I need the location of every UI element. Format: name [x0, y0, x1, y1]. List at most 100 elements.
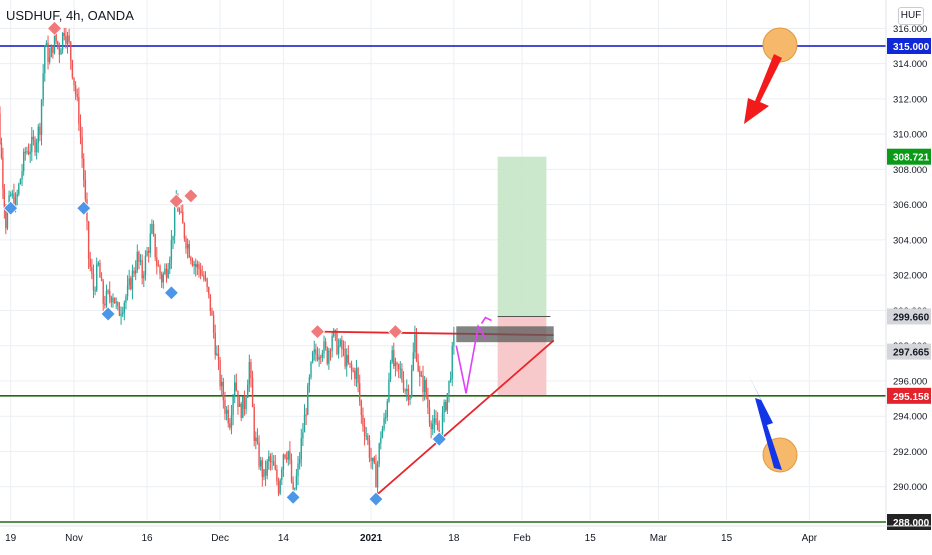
candle-body [367, 435, 369, 441]
candle-body [305, 414, 307, 416]
candle-body [320, 356, 322, 358]
candle-body [352, 370, 354, 372]
candle-body [406, 388, 408, 391]
candle-body [11, 193, 14, 195]
candle-body [276, 469, 278, 482]
candle-body [292, 482, 294, 490]
candle-body [198, 264, 200, 270]
candle-body [216, 353, 218, 356]
swing-low-marker [431, 431, 447, 447]
swing-high-marker [168, 193, 184, 209]
candle-body [188, 243, 190, 258]
candle-body [191, 260, 194, 266]
candle-body [183, 223, 186, 239]
candle-body [268, 456, 270, 462]
candle-body [102, 280, 104, 304]
time-tick-label: 2021 [360, 533, 383, 544]
candle-body [208, 287, 210, 295]
candle-body [0, 142, 3, 158]
bottom-price-tag: 288.000 [893, 518, 930, 529]
candle-body [217, 353, 220, 361]
candle-body [266, 461, 268, 476]
candle-body [180, 211, 182, 213]
candle-body [113, 297, 116, 304]
candle-body [61, 33, 64, 50]
time-tick-label: Nov [65, 533, 83, 544]
candle-body [433, 418, 436, 424]
candle-body [245, 397, 247, 410]
candle-body [68, 35, 70, 42]
candle-body [355, 368, 358, 380]
currency-button[interactable]: HUF [898, 7, 924, 25]
candle-body [248, 362, 251, 385]
price-axis: 316.000 314.000 312.000 310.000 308.000 306.0… [885, 0, 932, 550]
candle-body [443, 401, 445, 413]
candle-body [91, 267, 93, 274]
candle-body [428, 407, 431, 424]
price-tick-label: 310.000 [893, 130, 927, 141]
candle-body [253, 407, 255, 442]
candle-body [53, 30, 56, 53]
resistance-circle [762, 27, 798, 63]
candle-body [45, 43, 48, 47]
candle-body [79, 123, 82, 138]
candle-body [50, 46, 52, 57]
candles [0, 21, 455, 498]
candle-body [357, 368, 359, 384]
candle-body [401, 368, 403, 381]
target-price-tag: 308.721 [893, 153, 930, 164]
price-tick-label: 306.000 [893, 200, 927, 211]
candle-body [410, 370, 413, 397]
swing-low-marker [285, 489, 301, 505]
candle-body [396, 362, 398, 365]
swing-high-marker [387, 324, 403, 340]
swing-high-marker [183, 188, 199, 204]
candle-body [152, 224, 155, 235]
candle-body [13, 193, 15, 210]
candle-body [172, 235, 174, 241]
price-tick-label: 314.000 [893, 59, 927, 70]
candle-body [159, 265, 161, 275]
candle-body [126, 285, 129, 297]
candle-body [259, 460, 262, 467]
candle-body [125, 296, 127, 303]
candle-body [384, 417, 387, 419]
candle-body [65, 35, 67, 44]
candle-body [115, 302, 117, 304]
candle-body [313, 349, 315, 353]
support-price-tag: 295.158 [893, 392, 930, 403]
candle-body [294, 488, 296, 490]
candle-body [269, 456, 272, 463]
candle-body [206, 278, 208, 288]
time-tick-label: Mar [650, 533, 668, 544]
candle-body [435, 418, 437, 423]
time-tick-label: 19 [5, 533, 17, 544]
drawings [317, 316, 555, 497]
candle-body [151, 224, 153, 234]
candle-body [147, 251, 150, 253]
candle-body [441, 412, 444, 434]
candle-body [342, 348, 345, 350]
swing-low-marker [3, 200, 19, 216]
candle-body [178, 211, 181, 213]
time-axis: 19 Nov 16 Dec 14 2021 18 Feb 15 Mar 15 Apr [0, 525, 932, 544]
annotations [744, 27, 798, 473]
candle-body [16, 193, 18, 198]
candle-body [97, 262, 100, 265]
candle-body [134, 270, 137, 274]
candle-body [214, 332, 216, 356]
candle-body [256, 437, 259, 443]
up-arrow-icon [749, 376, 782, 470]
price-tick-label: 294.000 [893, 412, 927, 423]
candle-body [48, 56, 51, 63]
candle-body [341, 339, 343, 350]
candle-body [243, 396, 246, 410]
candle-body [368, 440, 371, 458]
candle-body [451, 345, 453, 379]
candle-body [282, 454, 285, 470]
candle-body [110, 297, 113, 303]
candle-body [182, 211, 184, 224]
swing-high-marker [46, 20, 63, 36]
